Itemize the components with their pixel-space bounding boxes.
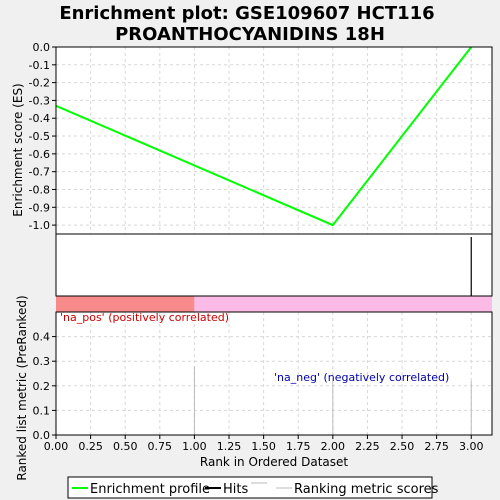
metric-y-ticks: 0.00.10.20.30.4 — [33, 331, 57, 442]
x-ticks: 0.00 0.25 0.50 0.75 1.00 1.25 1.50 1.75 2.00 2.25… — [44, 435, 484, 453]
correlation-bar-negative — [194, 296, 492, 312]
es-y-tick-label: -1.0 — [29, 219, 50, 232]
x-tick-label: 2.50 — [390, 440, 415, 453]
es-y-tick-label: -0.4 — [29, 112, 50, 125]
x-tick-label: 0.25 — [78, 440, 103, 453]
x-tick-label: 2.25 — [355, 440, 380, 453]
metric-y-tick-label: 0.3 — [33, 355, 51, 368]
x-tick-label: 1.50 — [251, 440, 276, 453]
metric-y-tick-label: 0.2 — [33, 380, 51, 393]
metric-y-axis-label: Ranked list metric (PreRanked) — [15, 295, 29, 480]
negative-correlation-label: 'na_neg' (negatively correlated) — [274, 371, 449, 384]
positive-correlation-label: 'na_pos' (positively correlated) — [60, 311, 229, 324]
legend-label-ranking-metric-scores: Ranking metric scores — [294, 482, 439, 497]
x-tick-label: 2.00 — [321, 440, 346, 453]
es-y-ticks: 0.0 -0.1 -0.2 -0.3 -0.4 -0.5 -0.6 -0.7 -0.8 -0.9 -… — [29, 41, 56, 232]
es-y-tick-label: -0.9 — [29, 201, 50, 214]
es-y-tick-label: -0.7 — [29, 166, 50, 179]
es-y-tick-label: -0.5 — [29, 130, 50, 143]
x-tick-label: 1.25 — [217, 440, 242, 453]
metric-y-tick-label: 0.4 — [33, 331, 51, 344]
correlation-bar-positive — [56, 296, 194, 312]
es-y-tick-label: 0.0 — [33, 41, 51, 54]
es-y-tick-label: -0.3 — [29, 94, 50, 107]
x-tick-label: 0.50 — [113, 440, 138, 453]
legend: Enrichment profile Hits Ranking metric s… — [68, 477, 439, 498]
es-y-tick-label: -0.8 — [29, 183, 50, 196]
es-y-tick-label: -0.6 — [29, 148, 50, 161]
legend-label-hits: Hits — [223, 482, 248, 497]
x-tick-label: 0.00 — [44, 440, 69, 453]
es-y-tick-label: -0.1 — [29, 59, 50, 72]
es-y-axis-label: Enrichment score (ES) — [11, 83, 25, 216]
chart-title-line2: PROANTHOCYANIDINS 18H — [115, 24, 385, 45]
x-tick-label: 1.75 — [286, 440, 311, 453]
es-y-tick-label: -0.2 — [29, 77, 50, 90]
chart-title-line1: Enrichment plot: GSE109607 HCT116 — [59, 3, 434, 24]
correlation-bar — [56, 296, 492, 312]
legend-label-enrichment-profile: Enrichment profile — [90, 482, 210, 497]
x-axis-label: Rank in Ordered Dataset — [200, 455, 348, 469]
x-tick-label: 3.00 — [459, 440, 484, 453]
x-tick-label: 2.75 — [424, 440, 449, 453]
metric-y-tick-label: 0.1 — [33, 404, 51, 417]
x-tick-label: 0.75 — [148, 440, 173, 453]
x-tick-label: 1.00 — [182, 440, 207, 453]
